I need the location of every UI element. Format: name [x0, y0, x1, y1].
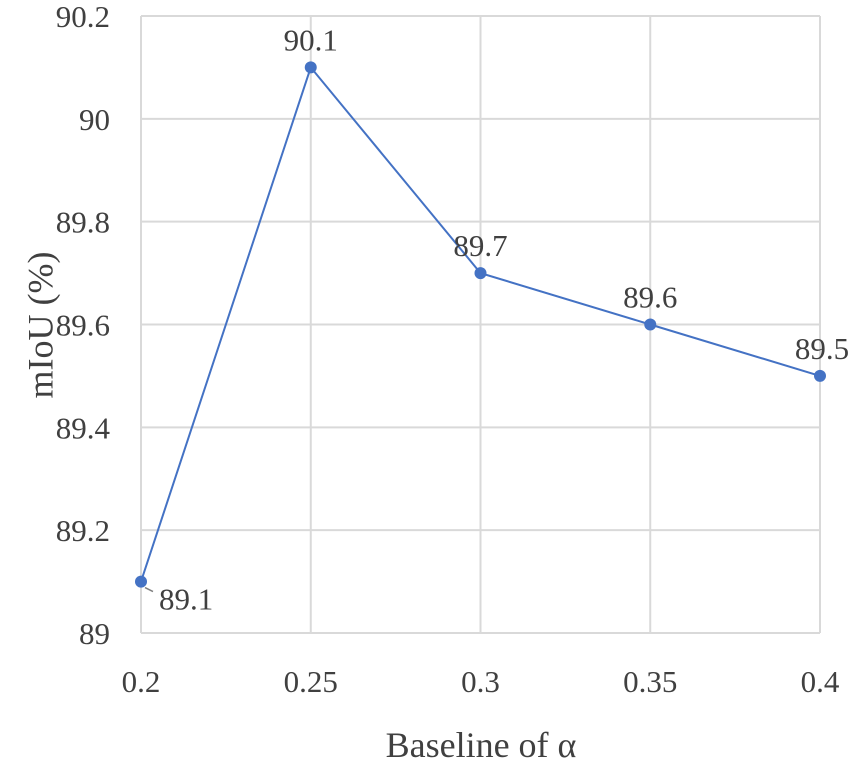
y-tick-label: 89.8 — [56, 205, 110, 240]
y-tick-label: 89.4 — [56, 410, 111, 445]
y-axis-ticks: 89 89.2 89.4 89.6 89.8 90 90.2 — [56, 0, 111, 651]
grid — [140, 15, 821, 634]
data-point — [474, 267, 487, 280]
y-axis-title: mIoU (%) — [20, 252, 60, 399]
data-label: 89.6 — [623, 280, 677, 315]
data-point — [135, 575, 147, 588]
data-label: 89.7 — [453, 228, 507, 263]
x-tick-label: 0.3 — [461, 664, 500, 699]
data-label: 90.1 — [284, 22, 338, 57]
x-axis-title: Baseline of α — [386, 725, 577, 765]
y-tick-label: 90.2 — [56, 0, 110, 34]
x-axis-ticks: 0.2 0.25 0.3 0.35 0.4 — [122, 664, 840, 699]
x-tick-label: 0.35 — [623, 664, 677, 699]
series: 89.1 90.1 89.7 89.6 89.5 — [135, 22, 849, 617]
y-tick-label: 89.6 — [56, 308, 110, 343]
y-tick-label: 89.2 — [56, 513, 110, 548]
data-label: 89.1 — [159, 582, 213, 617]
x-tick-label: 0.25 — [284, 664, 338, 699]
data-point — [644, 318, 657, 331]
data-label-leader — [144, 586, 154, 593]
x-tick-label: 0.4 — [801, 664, 840, 699]
y-tick-label: 90 — [79, 102, 110, 137]
data-label: 89.5 — [795, 331, 849, 366]
x-tick-label: 0.2 — [122, 664, 161, 699]
data-point — [304, 61, 317, 74]
y-tick-label: 89 — [79, 616, 110, 651]
data-point — [814, 369, 826, 382]
